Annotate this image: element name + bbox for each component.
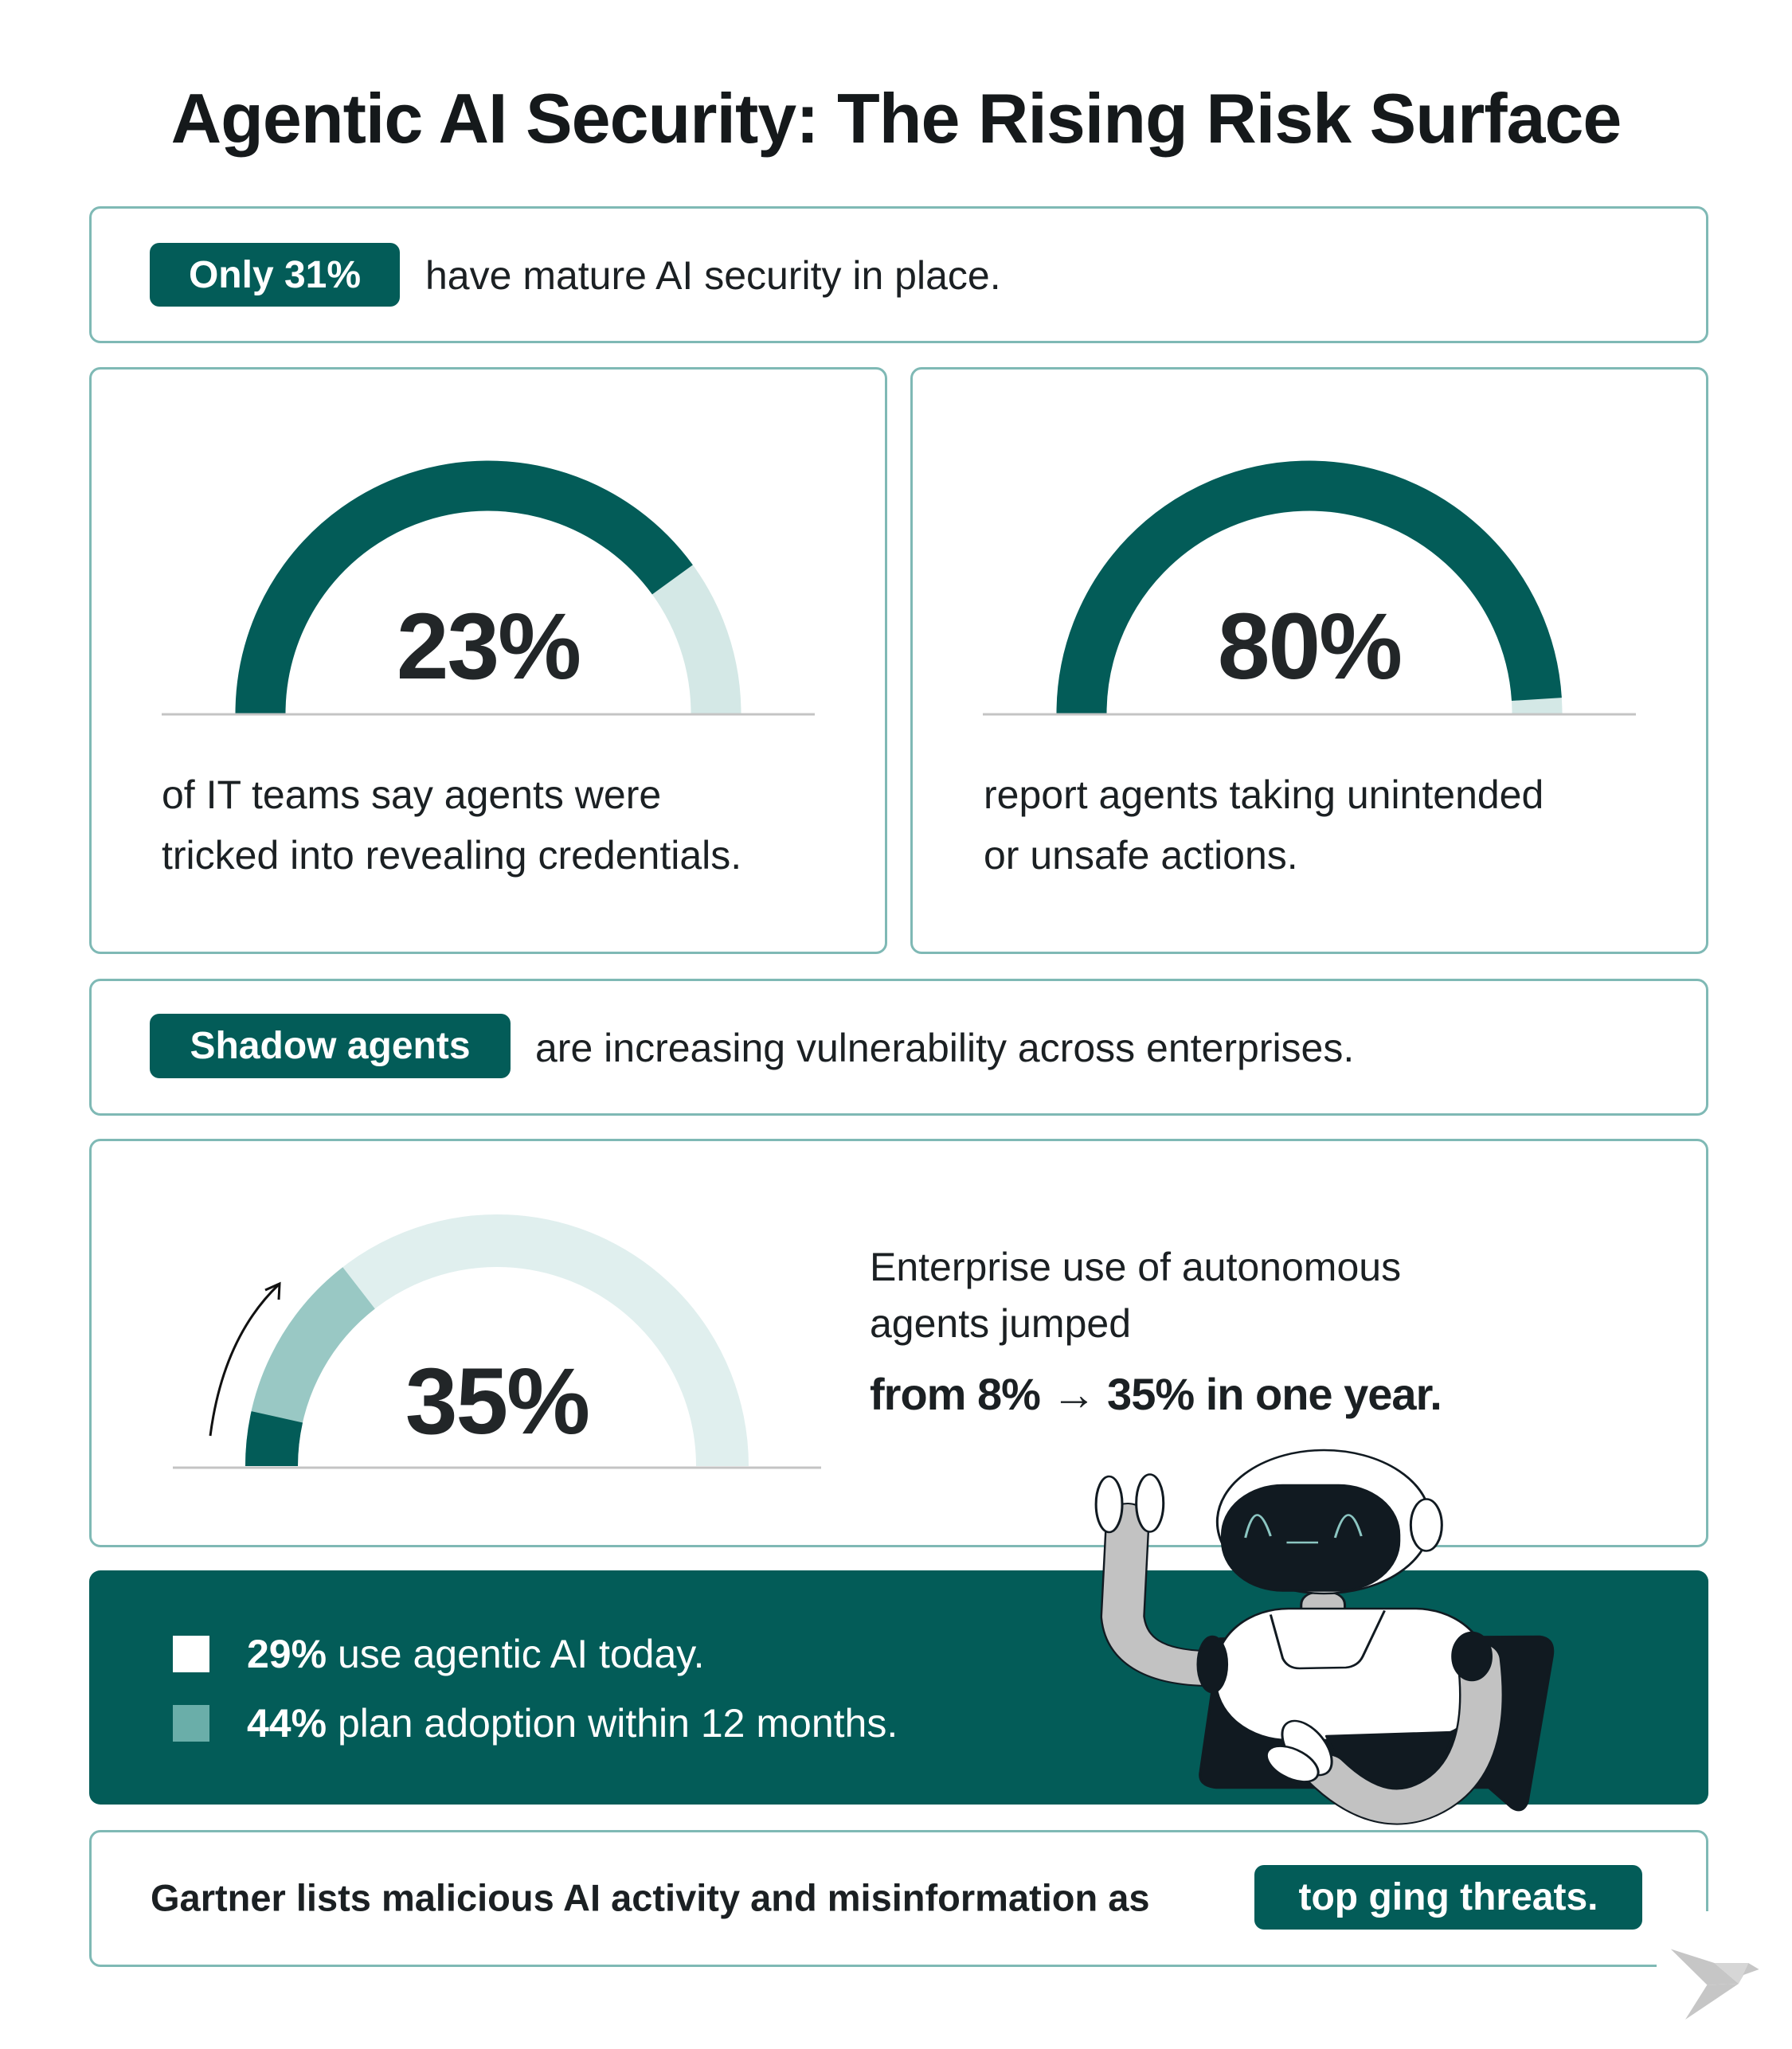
- top-threats-badge: top ging threats.: [1254, 1865, 1642, 1930]
- growth-text-line: Enterprise use of autonomous: [870, 1245, 1402, 1289]
- stat-value-23: 23%: [396, 594, 581, 699]
- left-hand-finger: [1135, 1473, 1165, 1533]
- legend-item: 44% plan adoption within 12 months.: [247, 1703, 898, 1743]
- legend-swatch-teal: [173, 1705, 209, 1742]
- gartner-text: Gartner lists malicious AI activity and …: [151, 1876, 1150, 1919]
- robot-visor: [1220, 1484, 1401, 1592]
- stat-desc-line: report agents taking unintended: [984, 772, 1544, 817]
- robot-body: [1215, 1607, 1489, 1742]
- legend-value: 44%: [247, 1701, 327, 1746]
- shadow-agents-text: are increasing vulnerability across ente…: [535, 1026, 1355, 1070]
- maturity-text: have mature AI security in place.: [425, 253, 1001, 298]
- right-hand-finger: [1265, 1745, 1320, 1783]
- gauge-fill: [1056, 460, 1562, 714]
- growth-card: [89, 1139, 1708, 1547]
- legend-label: plan adoption within 12 months.: [327, 1701, 898, 1746]
- page-title: Agentic AI Security: The Rising Risk Sur…: [170, 79, 1622, 158]
- stat-desc-line: of IT teams say agents were: [162, 772, 662, 817]
- growth-text-line: agents jumped: [870, 1301, 1132, 1346]
- robot-illustration: [1094, 1449, 1759, 2020]
- right-shoulder: [1451, 1631, 1493, 1682]
- growth-highlight: from 8% → 35% in one year.: [870, 1369, 1442, 1419]
- stat-desc-line: tricked into revealing credentials.: [162, 833, 742, 878]
- growth-gauge-prior: [245, 1411, 303, 1467]
- left-hand-finger: [1094, 1475, 1124, 1534]
- robot-eye: [1333, 1514, 1363, 1539]
- left-shoulder: [1196, 1635, 1229, 1694]
- shadow-agents-badge: Shadow agents: [150, 1014, 511, 1078]
- stat-desc-line: or unsafe actions.: [984, 833, 1298, 878]
- gauge-fill: [235, 460, 693, 714]
- legend-item: 29% use agentic AI today.: [247, 1634, 704, 1674]
- only-31-badge: Only 31%: [150, 243, 400, 307]
- origami-bird-logo: [1670, 1949, 1759, 2020]
- legend-value: 29%: [247, 1632, 327, 1676]
- growth-value: 35%: [405, 1349, 590, 1454]
- stat-value-80: 80%: [1217, 594, 1403, 699]
- robot-ear: [1409, 1498, 1443, 1552]
- robot-eye: [1244, 1514, 1272, 1539]
- legend-swatch-white: [173, 1636, 209, 1672]
- legend-label: use agentic AI today.: [327, 1632, 705, 1676]
